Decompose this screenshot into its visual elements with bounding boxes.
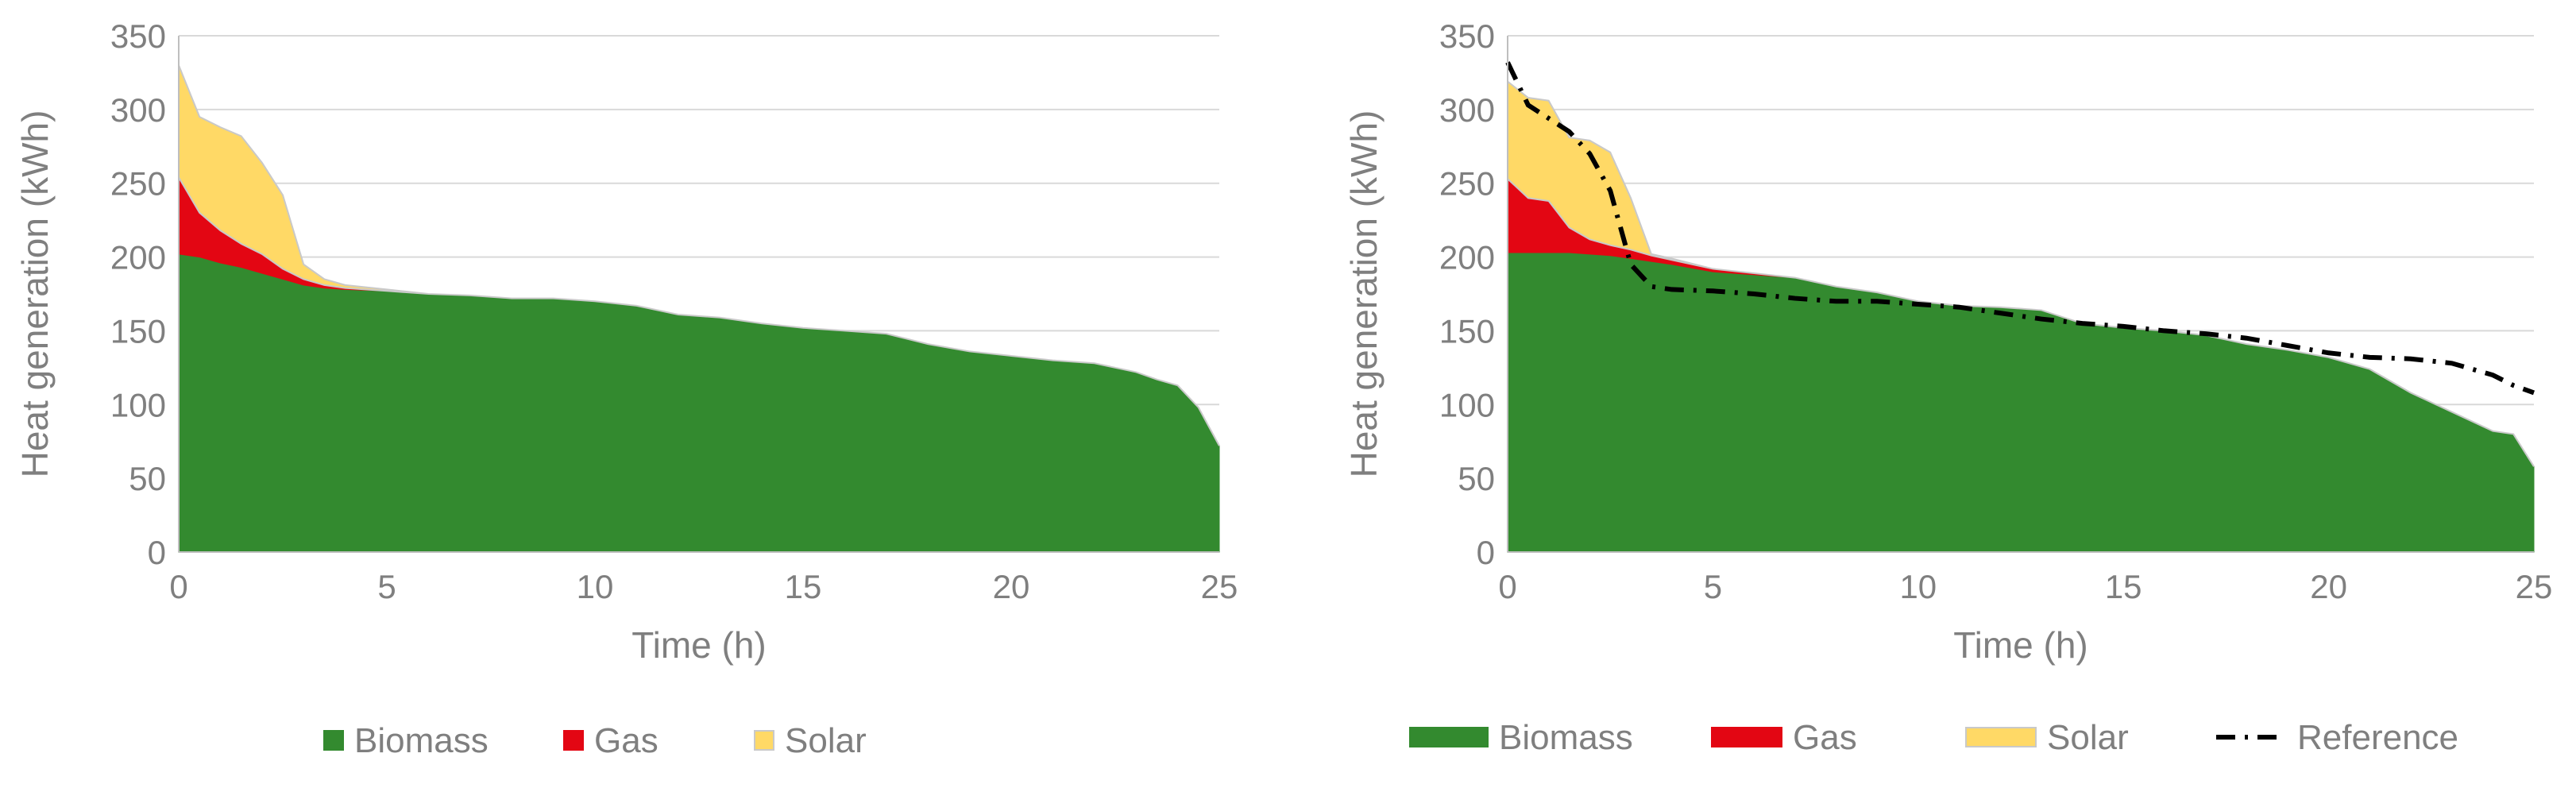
x-axis-label: Time (h) <box>631 624 767 666</box>
y-tick-label: 300 <box>1439 91 1495 129</box>
area-solar <box>1507 79 2535 467</box>
x-axis-label: Time (h) <box>1953 624 2088 666</box>
y-axis-label: Heat generation (kWh) <box>1343 110 1385 478</box>
area-biomass <box>178 253 1220 553</box>
legend-label-biomass: Biomass <box>354 721 489 760</box>
x-tick-label: 10 <box>1899 568 1937 605</box>
y-tick-label: 0 <box>1477 534 1495 571</box>
legend-label-reference: Reference <box>2297 718 2458 757</box>
x-tick-label: 5 <box>377 568 396 605</box>
reference-line <box>1505 61 2535 396</box>
y-tick-label: 350 <box>110 17 166 55</box>
y-tick-label: 250 <box>1439 165 1495 203</box>
x-tick-label: 15 <box>785 568 822 605</box>
x-tick-label: 10 <box>577 568 614 605</box>
legend-label-solar: Solar <box>2047 718 2129 757</box>
chart-2: 0 50 100 150 200 250 300 350 0 5 10 15 20 25 Time (h) H… <box>1343 17 2552 757</box>
legend-label-solar: Solar <box>785 721 867 760</box>
chart-1: 0 50 100 150 200 250 300 350 0 5 10 15 20 25 Time (h) H… <box>14 17 1238 760</box>
x-tick-label: 20 <box>993 568 1030 605</box>
y-tick-label: 300 <box>110 91 166 129</box>
legend-swatch-biomass <box>323 730 344 751</box>
legend-swatch-gas <box>1711 727 1782 747</box>
y-tick-label: 50 <box>1458 460 1495 497</box>
x-tick-label: 15 <box>2105 568 2142 605</box>
y-tick-label: 0 <box>148 534 166 571</box>
y-tick-label: 200 <box>110 239 166 276</box>
legend-swatch-solar <box>754 730 774 751</box>
legend-swatch-gas <box>563 730 584 751</box>
x-tick-label: 0 <box>1498 568 1516 605</box>
y-tick-label: 350 <box>1439 17 1495 55</box>
area-solar <box>178 64 1220 446</box>
y-tick-label: 50 <box>129 460 166 497</box>
y-tick-label: 150 <box>1439 312 1495 350</box>
y-tick-label: 100 <box>110 386 166 423</box>
y-tick-label: 100 <box>1439 386 1495 423</box>
x-tick-label: 25 <box>2516 568 2553 605</box>
y-tick-label: 250 <box>110 165 166 203</box>
legend-label-gas: Gas <box>1793 718 1857 757</box>
x-tick-label: 0 <box>169 568 187 605</box>
y-tick-label: 150 <box>110 312 166 350</box>
y-axis-label: Heat generation (kWh) <box>14 110 56 478</box>
legend-label-gas: Gas <box>594 721 658 760</box>
legend-label-biomass: Biomass <box>1499 718 1633 757</box>
x-tick-label: 25 <box>1201 568 1238 605</box>
legend-swatch-solar <box>1965 727 2037 747</box>
area-biomass <box>1507 252 2535 553</box>
legend-swatch-biomass <box>1409 727 1489 747</box>
x-tick-label: 5 <box>1704 568 1722 605</box>
y-tick-label: 200 <box>1439 239 1495 276</box>
x-tick-label: 20 <box>2310 568 2347 605</box>
